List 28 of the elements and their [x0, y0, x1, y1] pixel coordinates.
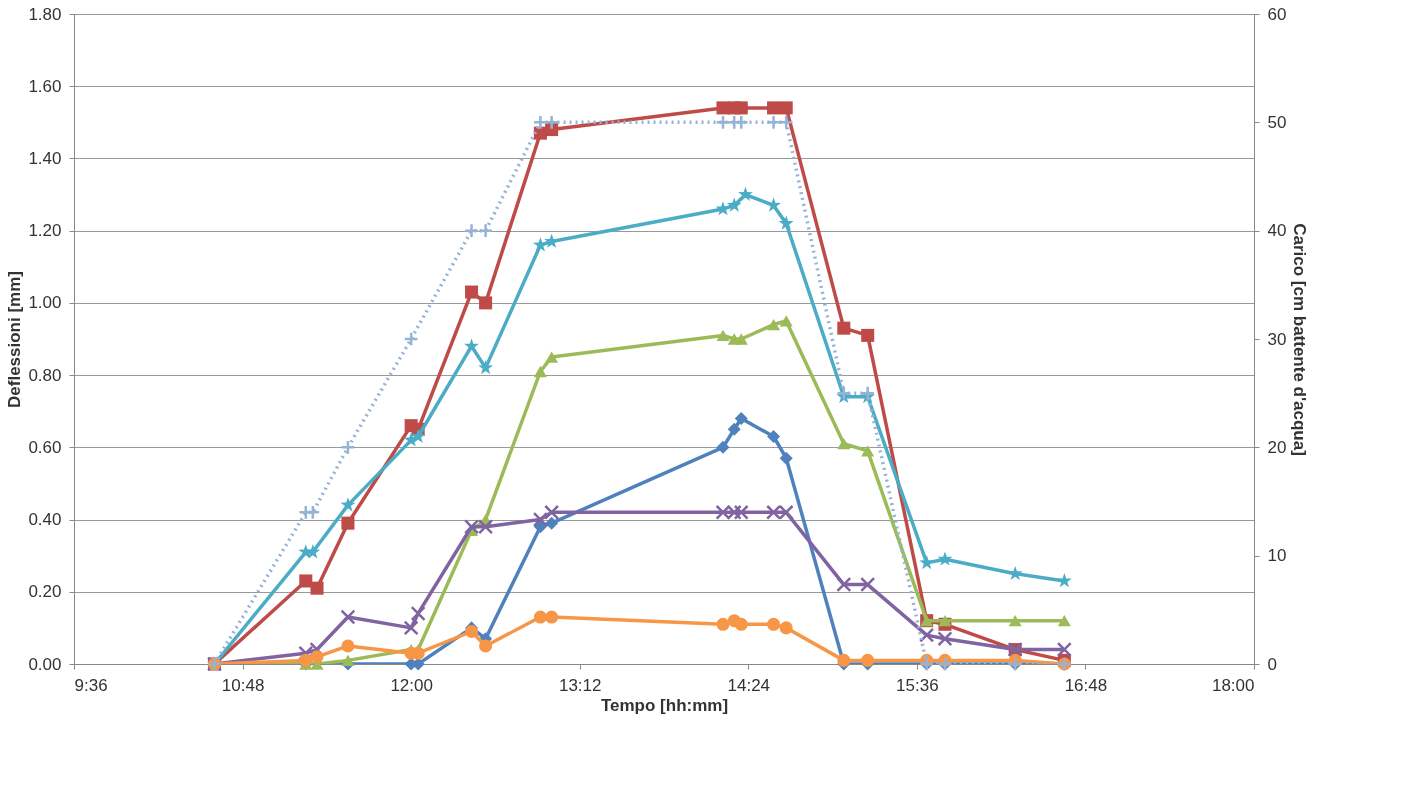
y2-tick-label: 50: [1267, 112, 1287, 132]
x-tick-label: 12:00: [390, 675, 433, 695]
y2-tick-label: 10: [1267, 546, 1287, 566]
y2-tick-label: 60: [1267, 4, 1287, 24]
y2-tick-label: 30: [1267, 329, 1287, 349]
x-axis-title: Tempo [hh:mm]: [600, 695, 729, 715]
y-tick-label: 1.00: [28, 293, 62, 313]
y2-axis-title: Carico [cm battente d'acqua]: [1290, 223, 1310, 456]
y-tick-label: 0.40: [28, 510, 62, 530]
x-tick-label: 18:00: [1211, 675, 1255, 695]
y-tick-label: 1.60: [28, 76, 62, 96]
x-tick-label: 15:36: [896, 675, 939, 695]
y-tick-label: 0.60: [28, 437, 62, 457]
y-tick-label: 0.00: [28, 654, 62, 674]
x-tick-label: 14:24: [727, 675, 771, 695]
y2-tick-label: 40: [1267, 221, 1287, 241]
x-tick-label: 9:36: [74, 675, 108, 695]
y-tick-label: 1.20: [28, 221, 62, 241]
y-tick-label: 1.80: [28, 4, 62, 24]
y2-tick-label: 0: [1267, 654, 1277, 674]
y-tick-label: 0.80: [28, 365, 62, 385]
y-tick-label: 0.20: [28, 582, 62, 602]
y-tick-label: 1.40: [28, 148, 62, 168]
x-tick-label: 10:48: [221, 675, 265, 695]
y-axis-title: Deflessioni [mm]: [5, 271, 25, 408]
x-tick-label: 13:12: [558, 675, 602, 695]
y2-tick-label: 20: [1267, 437, 1287, 457]
x-tick-label: 16:48: [1064, 675, 1108, 695]
